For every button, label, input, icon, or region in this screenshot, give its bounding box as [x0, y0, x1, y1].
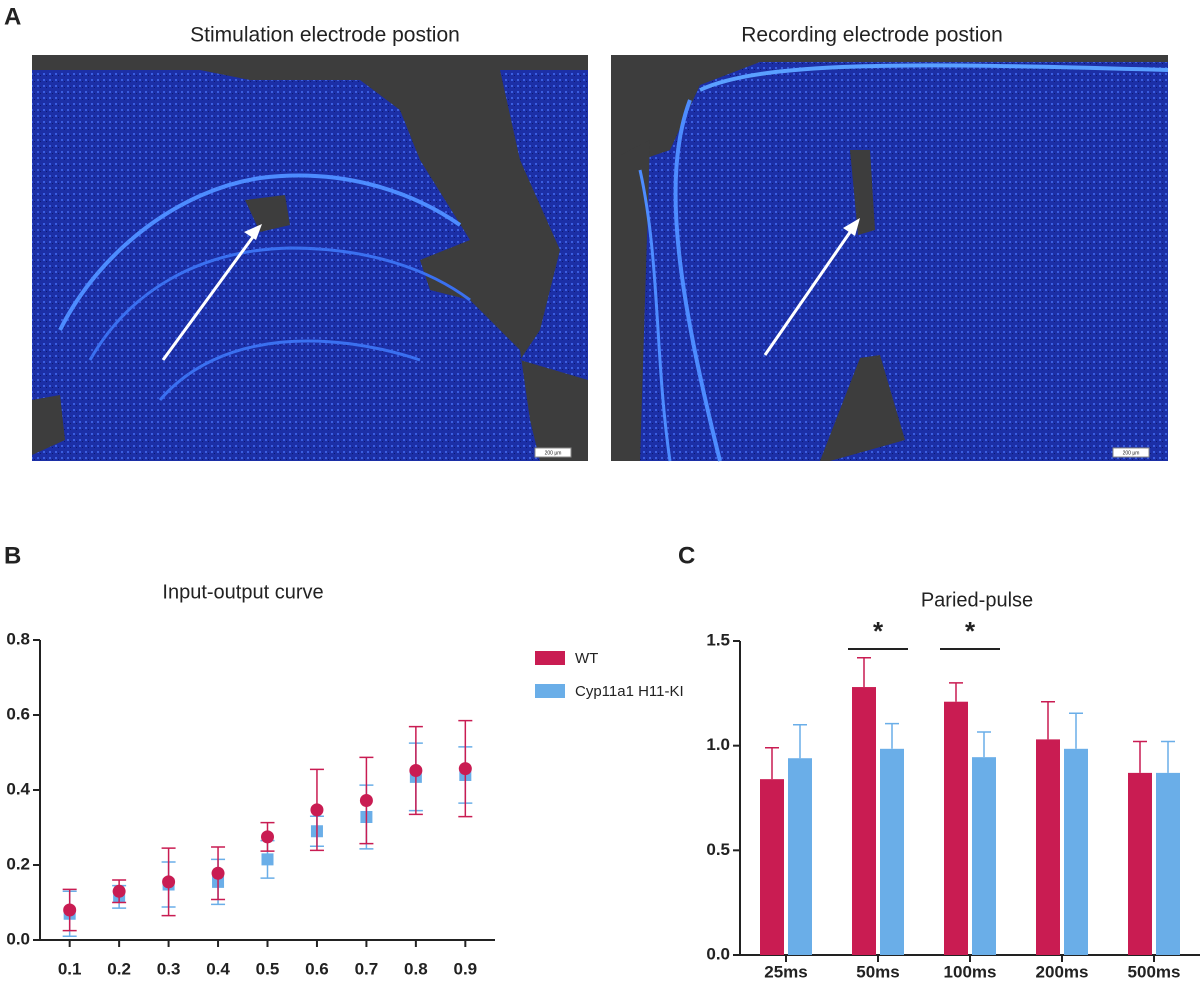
error-bar	[977, 731, 991, 758]
micrograph: 200 µm	[611, 55, 1169, 462]
x-tick-label: 0.1	[58, 959, 82, 978]
error-bar	[1069, 712, 1083, 749]
error-bar	[765, 747, 779, 780]
x-tick-label: 0.4	[206, 959, 230, 978]
x-tick-label: 200ms	[1036, 962, 1089, 979]
error-bar	[793, 723, 807, 759]
y-tick-label: 0.0	[6, 929, 30, 948]
bar	[1064, 748, 1088, 955]
panel-label: C	[678, 542, 695, 569]
y-tick-label: 1.5	[706, 630, 730, 649]
x-tick-label: 50ms	[856, 962, 899, 979]
error-bar	[1133, 740, 1147, 773]
point	[359, 794, 373, 807]
bar	[788, 758, 812, 955]
x-tick-label: 0.5	[256, 959, 280, 978]
legend-swatch	[535, 684, 565, 698]
image-title: Stimulation electrode postion	[190, 24, 460, 47]
y-tick-label: 1.0	[706, 735, 730, 754]
y-tick-label: 0.2	[6, 854, 30, 873]
significance-star: *	[873, 616, 884, 646]
x-tick-label: 0.2	[107, 959, 131, 978]
x-tick-label: 0.8	[404, 959, 428, 978]
error-bar	[1041, 700, 1055, 740]
point	[63, 903, 77, 917]
scale-label: 200 µm	[1123, 450, 1140, 456]
error-bar	[949, 682, 963, 702]
point	[261, 853, 274, 866]
x-tick-label: 25ms	[764, 962, 807, 979]
panel-label: A	[4, 3, 21, 30]
bar	[852, 687, 876, 955]
x-tick-label: 0.3	[157, 959, 181, 978]
legend-swatch	[535, 651, 565, 665]
bar	[880, 748, 904, 955]
y-tick-label: 0.5	[706, 840, 730, 859]
x-tick-label: 0.7	[355, 959, 379, 978]
bar	[1036, 739, 1060, 955]
point	[409, 764, 423, 777]
bar	[1128, 772, 1152, 955]
micrograph: 200 µm	[32, 55, 588, 461]
scale-label: 200 µm	[545, 450, 562, 456]
error-bar	[1161, 740, 1175, 773]
y-tick-label: 0.0	[706, 944, 730, 963]
chart-title: Input-output curve	[162, 581, 323, 603]
bar	[1156, 772, 1180, 955]
panel-label: B	[4, 542, 21, 569]
x-tick-label: 0.9	[454, 959, 478, 978]
image-title: Recording electrode postion	[741, 24, 1003, 47]
error-bar	[885, 722, 899, 749]
legend-label: WT	[575, 650, 598, 667]
x-tick-label: 500ms	[1128, 962, 1181, 979]
error-bar	[857, 656, 871, 688]
point	[458, 762, 472, 776]
bar	[760, 779, 784, 955]
significance-star: *	[965, 616, 976, 646]
x-tick-label: 100ms	[944, 962, 997, 979]
legend-label: Cyp11a1 H11-KI	[575, 683, 684, 700]
bar	[944, 701, 968, 955]
point	[112, 884, 126, 898]
y-tick-label: 0.6	[6, 704, 30, 723]
y-tick-label: 0.4	[6, 779, 30, 798]
point	[310, 803, 324, 817]
point	[211, 866, 225, 880]
point	[162, 875, 176, 889]
x-tick-label: 0.6	[305, 959, 329, 978]
point	[261, 830, 274, 844]
chart-title: Paried-pulse	[921, 589, 1033, 611]
y-tick-label: 0.8	[6, 629, 30, 648]
bar	[972, 757, 996, 955]
